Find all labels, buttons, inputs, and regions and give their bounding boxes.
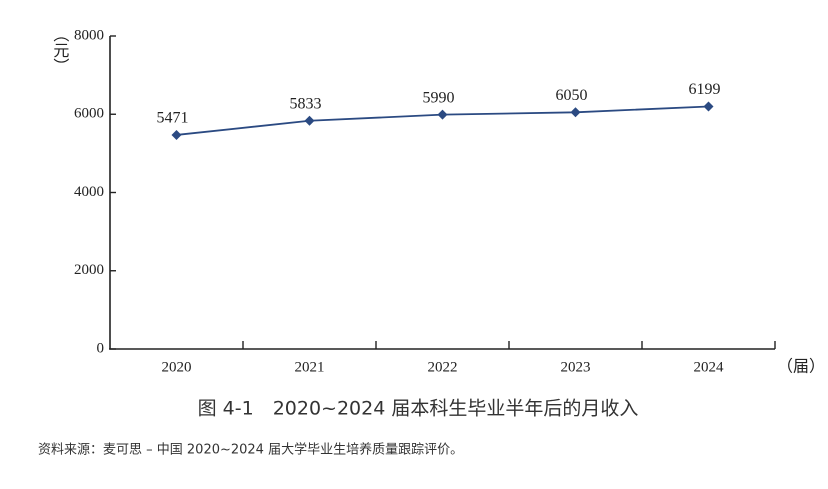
x-axis-label: （届） [777,358,825,376]
data-label: 5833 [290,95,322,112]
chart-title: 图 4-1 2020~2024 届本科生毕业半年后的月收入 [198,398,639,420]
data-label: 5471 [157,110,189,127]
source-note: 资料来源：麦可思 – 中国 2020~2024 届大学毕业生培养质量跟踪评价。 [38,442,463,458]
data-label: 5990 [423,89,455,106]
x-tick-label: 2023 [561,359,591,375]
y-tick-label: 0 [97,340,105,356]
data-label: 6050 [556,87,588,104]
marker [703,101,714,112]
x-tick-label: 2024 [694,359,725,375]
marker [437,109,448,120]
marker [304,115,315,126]
y-tick-label: 2000 [74,262,104,278]
x-tick-label: 2020 [162,359,192,375]
y-axis-label: （元） [50,26,69,74]
y-tick-label: 4000 [74,184,104,200]
marker [171,129,182,140]
x-tick-label: 2021 [295,359,325,375]
marker [570,107,581,118]
data-label: 6199 [689,81,721,98]
y-tick-label: 6000 [74,106,104,122]
y-tick-label: 8000 [74,27,104,43]
x-tick-label: 2022 [428,359,458,375]
